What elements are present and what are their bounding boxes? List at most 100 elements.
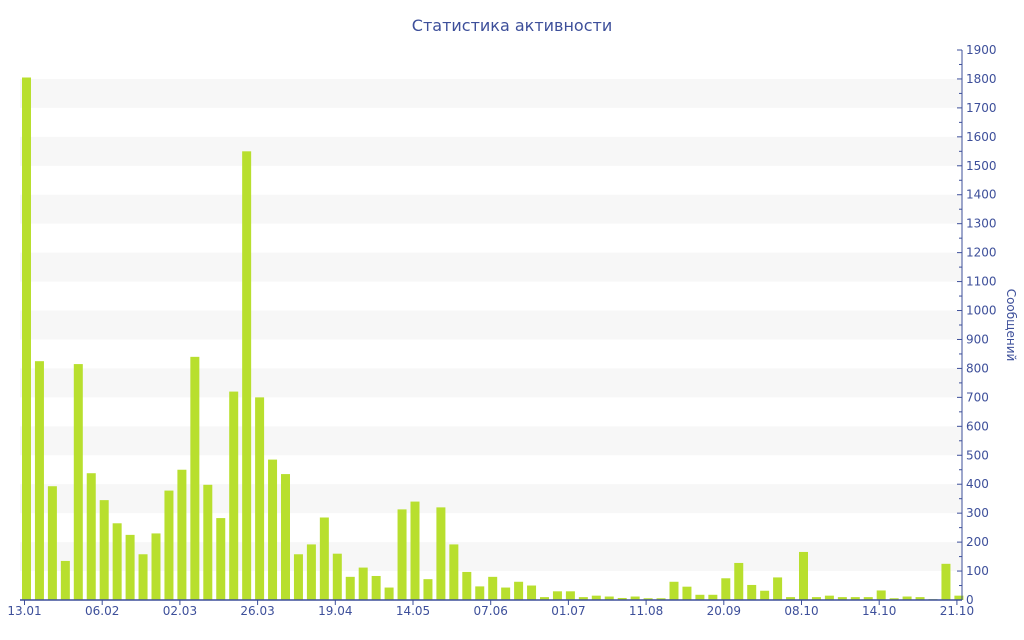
bar xyxy=(708,594,718,600)
bar xyxy=(306,544,316,600)
bar xyxy=(876,590,886,600)
bar xyxy=(177,469,187,600)
bar xyxy=(345,576,355,600)
grid-band xyxy=(20,542,962,572)
bar xyxy=(34,361,44,600)
bar xyxy=(125,534,135,600)
y-tick-label: 1700 xyxy=(966,101,997,115)
y-tick-label: 300 xyxy=(966,506,989,520)
bar xyxy=(371,575,381,600)
y-tick-label: 1000 xyxy=(966,304,997,318)
bar xyxy=(656,598,666,600)
y-tick-label: 100 xyxy=(966,564,989,578)
bar xyxy=(863,597,873,600)
bar xyxy=(99,500,109,600)
x-tick-label: 13.01 xyxy=(7,604,41,618)
bar xyxy=(760,590,770,600)
bar xyxy=(889,598,899,600)
y-tick-label: 1100 xyxy=(966,275,997,289)
bar xyxy=(293,554,303,600)
bar xyxy=(669,581,679,600)
chart-title: Статистика активности xyxy=(412,16,612,35)
bar xyxy=(268,459,278,600)
bar xyxy=(112,523,122,600)
bar xyxy=(436,507,446,600)
bar xyxy=(384,587,394,600)
x-tick-label: 21.10 xyxy=(940,604,974,618)
x-tick-label: 08.10 xyxy=(784,604,818,618)
bar xyxy=(527,585,537,600)
y-tick-label: 0 xyxy=(966,593,974,607)
bar xyxy=(462,571,472,600)
bar xyxy=(915,597,925,600)
grid-band xyxy=(20,194,962,224)
y-tick-label: 700 xyxy=(966,390,989,404)
x-tick-label: 07.06 xyxy=(474,604,508,618)
bar xyxy=(540,597,549,600)
x-tick-label: 20.09 xyxy=(707,604,741,618)
x-tick-label: 14.05 xyxy=(396,604,430,618)
y-tick-label: 1800 xyxy=(966,72,997,86)
bar xyxy=(475,586,485,600)
bar xyxy=(617,597,627,600)
bar xyxy=(811,597,821,600)
bar xyxy=(734,562,744,600)
bar xyxy=(565,591,575,600)
y-tick-label: 1400 xyxy=(966,188,997,202)
x-tick-label: 26.03 xyxy=(240,604,274,618)
bar xyxy=(695,594,705,600)
bar xyxy=(229,391,239,600)
bar xyxy=(332,553,342,600)
bar xyxy=(514,581,524,600)
x-tick-label: 11.08 xyxy=(629,604,663,618)
x-tick-label: 01.07 xyxy=(551,604,585,618)
bar xyxy=(151,533,161,600)
y-tick-label: 200 xyxy=(966,535,989,549)
bar xyxy=(319,517,329,600)
bar xyxy=(73,364,83,600)
y-tick-label: 600 xyxy=(966,419,989,433)
y-tick-label: 1300 xyxy=(966,217,997,231)
bar xyxy=(941,563,951,600)
bar xyxy=(630,596,640,600)
y-tick-label: 1500 xyxy=(966,159,997,173)
bar xyxy=(60,560,70,600)
x-tick-label: 19.04 xyxy=(318,604,352,618)
bar xyxy=(747,584,757,600)
x-tick-label: 02.03 xyxy=(163,604,197,618)
bar xyxy=(190,356,200,600)
grid-band xyxy=(20,484,962,514)
bar xyxy=(837,597,847,600)
y-tick-label: 900 xyxy=(966,332,989,346)
bar xyxy=(578,597,588,600)
bar xyxy=(591,595,601,600)
bars xyxy=(22,77,964,600)
bar xyxy=(203,484,213,600)
bar xyxy=(824,595,834,600)
y-tick-label: 1200 xyxy=(966,246,997,260)
x-ticks: 13.01 06.02 02.03 26.03 19.04 14.05 07.06 01.07… xyxy=(7,600,974,618)
y-tick-label: 400 xyxy=(966,477,989,491)
grid-band xyxy=(20,426,962,456)
grid-bands xyxy=(20,78,962,572)
bar xyxy=(164,490,174,600)
bar xyxy=(47,486,57,600)
bar xyxy=(786,597,796,600)
bar xyxy=(138,554,148,600)
y-tick-label: 1600 xyxy=(966,130,997,144)
bar xyxy=(682,586,692,600)
bar xyxy=(255,397,265,600)
bar xyxy=(799,551,808,600)
bar xyxy=(501,587,511,600)
y-tick-label: 500 xyxy=(966,448,989,462)
bar xyxy=(902,596,912,600)
bar xyxy=(242,151,252,600)
bar xyxy=(281,474,290,600)
bar xyxy=(552,591,562,600)
y-tick-label: 800 xyxy=(966,361,989,375)
bar xyxy=(643,598,653,600)
y-ticks: 0 100 200 300 400 500 600 700 800 900 1000 1100 1200… xyxy=(957,43,997,607)
bar xyxy=(449,544,459,600)
grid-band xyxy=(20,310,962,340)
